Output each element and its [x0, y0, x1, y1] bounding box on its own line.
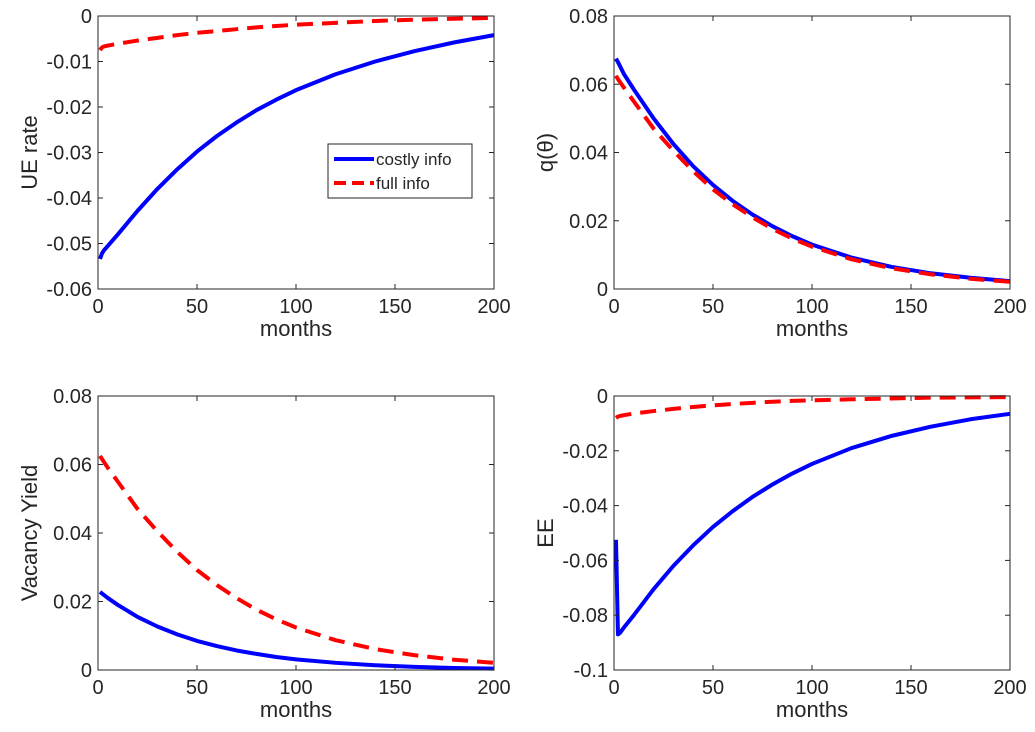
- y-tick-label: -0.04: [562, 496, 608, 518]
- x-tick-label: 50: [186, 296, 208, 318]
- x-tick-label: 50: [186, 677, 208, 699]
- subplot-2: 0 50 100 150 200 0 0.02 0.04 0.06 0.08 months q(θ): [533, 6, 1027, 341]
- series-line-full-info: [98, 15, 495, 52]
- y-tick-label: 0: [597, 279, 608, 301]
- series-line-costly-info: [98, 590, 495, 671]
- x-tick-label: 200: [993, 296, 1026, 318]
- y-tick-label: -0.04: [46, 188, 92, 210]
- y-axis-label: q(θ): [533, 133, 558, 172]
- x-tick-label: 50: [702, 677, 724, 699]
- y-tick-label: -0.03: [46, 143, 92, 165]
- y-tick-label: -0.01: [46, 52, 92, 74]
- series-line-full-info: [98, 454, 495, 665]
- subplot-1: 0 50 100 150 200 -0.06 -0.05 -0.04 -0.03 -0.02 -0.…: [17, 6, 511, 341]
- x-tick-label: 0: [92, 677, 103, 699]
- legend: costly info full info: [327, 143, 473, 199]
- y-tick-label: 0: [597, 386, 608, 408]
- x-tick-label: 150: [894, 677, 927, 699]
- x-tick-label: 50: [702, 296, 724, 318]
- y-tick-label: -0.06: [46, 279, 92, 301]
- y-tick-label: -0.08: [562, 605, 608, 627]
- x-tick-label: 100: [279, 296, 312, 318]
- x-tick-label: 150: [894, 296, 927, 318]
- y-tick-label: 0.08: [53, 386, 92, 408]
- legend-label: full info: [376, 174, 430, 193]
- y-tick-label: 0.02: [569, 211, 608, 233]
- y-tick-label: -0.1: [574, 660, 608, 682]
- x-tick-label: 200: [993, 677, 1026, 699]
- y-tick-label: 0: [81, 6, 92, 28]
- y-tick-label: -0.02: [562, 441, 608, 463]
- series-line-full-info: [614, 395, 1011, 420]
- x-tick-label: 0: [92, 296, 103, 318]
- x-tick-label: 100: [279, 677, 312, 699]
- x-axis-label: months: [260, 697, 332, 722]
- y-tick-label: 0: [81, 660, 92, 682]
- y-tick-label: 0.08: [569, 6, 608, 28]
- y-axis-label: UE rate: [17, 115, 42, 190]
- x-tick-label: 0: [608, 677, 619, 699]
- x-tick-label: 150: [378, 677, 411, 699]
- x-tick-label: 100: [795, 296, 828, 318]
- legend-label: costly info: [376, 150, 452, 169]
- y-tick-label: 0.04: [53, 523, 92, 545]
- x-tick-label: 150: [378, 296, 411, 318]
- y-tick-label: -0.05: [46, 234, 92, 256]
- y-axis-label: Vacancy Yield: [17, 465, 42, 602]
- subplot-3: 0 50 100 150 200 0 0.02 0.04 0.06 0.08 months Vacan…: [17, 386, 511, 722]
- legend-box: [327, 143, 473, 199]
- x-tick-label: 0: [608, 296, 619, 318]
- x-axis-label: months: [260, 316, 332, 341]
- x-tick-label: 200: [477, 296, 510, 318]
- y-tick-label: 0.04: [569, 143, 608, 165]
- y-axis-label: EE: [533, 518, 558, 547]
- subplot-4: 0 50 100 150 200 -0.1 -0.08 -0.06 -0.04 -0.02 0 mon…: [533, 386, 1027, 722]
- x-tick-label: 200: [477, 677, 510, 699]
- x-axis-label: months: [776, 697, 848, 722]
- y-tick-label: -0.06: [562, 550, 608, 572]
- x-axis-label: months: [776, 316, 848, 341]
- axes-box: [613, 395, 1011, 671]
- y-tick-label: -0.02: [46, 97, 92, 119]
- y-tick-label: 0.06: [53, 455, 92, 477]
- y-tick-label: 0.02: [53, 592, 92, 614]
- series-line-costly-info: [613, 411, 1011, 637]
- series-line-full-info: [614, 74, 1011, 284]
- series-line-costly-info: [98, 33, 495, 260]
- series-line-costly-info: [614, 57, 1011, 284]
- y-tick-label: 0.06: [569, 74, 608, 96]
- x-tick-label: 100: [795, 677, 828, 699]
